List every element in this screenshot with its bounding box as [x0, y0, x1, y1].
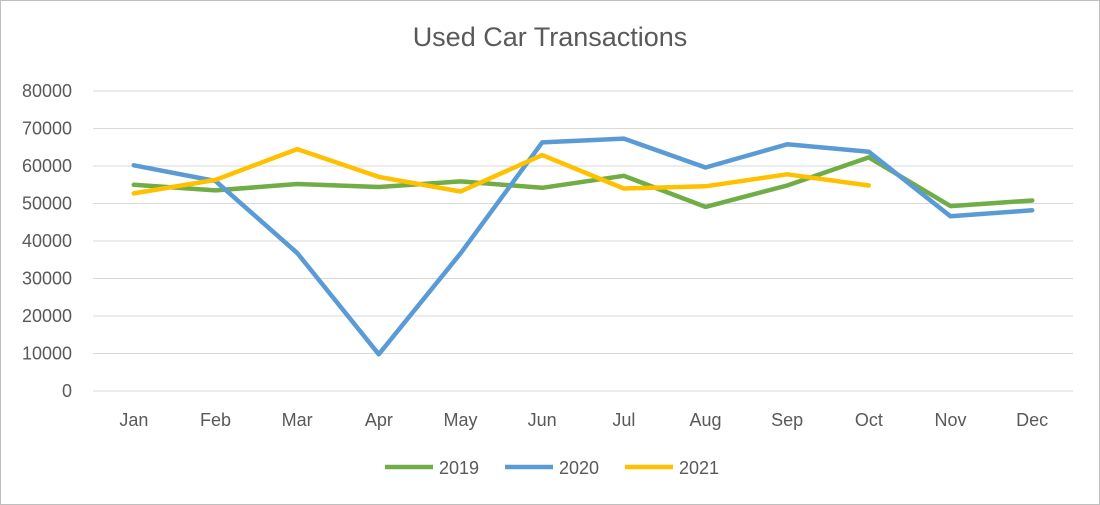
x-tick-label: Aug — [689, 410, 721, 430]
y-tick-label: 60000 — [22, 156, 72, 176]
y-tick-label: 0 — [62, 381, 72, 401]
legend: 2019 2020 2021 — [385, 458, 719, 478]
y-tick-label: 30000 — [22, 269, 72, 289]
y-tick-label: 50000 — [22, 194, 72, 214]
legend-label-2021: 2021 — [679, 458, 719, 478]
x-tick-label: May — [443, 410, 477, 430]
x-tick-label: Oct — [855, 410, 883, 430]
y-tick-label: 70000 — [22, 119, 72, 139]
x-tick-label: Mar — [282, 410, 313, 430]
series-line-2020 — [131, 136, 1035, 357]
legend-label-2019: 2019 — [439, 458, 479, 478]
x-tick-label: Jan — [119, 410, 148, 430]
series-lines — [131, 136, 1035, 357]
y-axis-ticks: 0 10000 20000 30000 40000 50000 60000 70000 8000… — [22, 81, 72, 401]
chart-title: Used Car Transactions — [412, 22, 688, 52]
y-tick-label: 10000 — [22, 344, 72, 364]
legend-label-2020: 2020 — [559, 458, 599, 478]
x-tick-label: Feb — [200, 410, 231, 430]
y-tick-label: 20000 — [22, 306, 72, 326]
x-axis-ticks: Jan Feb Mar Apr May Jun Jul Aug Sep Oct Nov Dec — [119, 410, 1048, 430]
x-tick-label: Jul — [612, 410, 635, 430]
gridlines — [93, 90, 1073, 392]
series-line-2021 — [131, 146, 872, 196]
x-tick-label: Dec — [1016, 410, 1048, 430]
x-tick-label: Jun — [528, 410, 557, 430]
x-tick-label: Apr — [365, 410, 393, 430]
x-tick-label: Sep — [771, 410, 803, 430]
x-tick-label: Nov — [934, 410, 966, 430]
y-tick-label: 80000 — [22, 81, 72, 101]
y-tick-label: 40000 — [22, 231, 72, 251]
series-line-2019 — [131, 155, 1035, 210]
